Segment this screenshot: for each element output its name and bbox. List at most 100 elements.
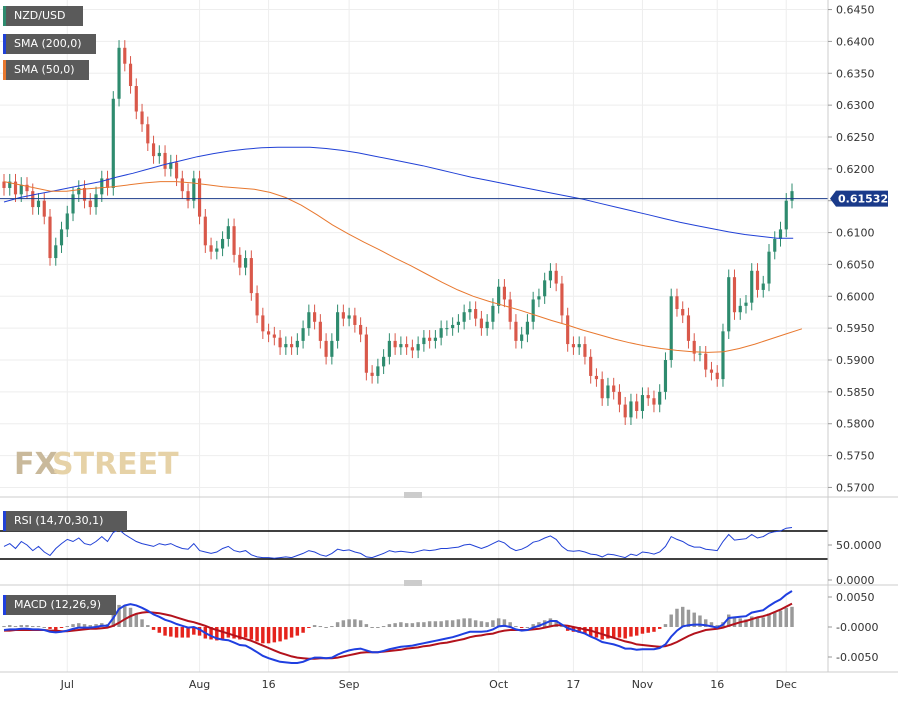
macd-histogram-bar — [82, 624, 87, 627]
candle-body — [261, 315, 265, 332]
candle-body — [428, 337, 432, 341]
macd-badge[interactable]: MACD (12,26,9) — [3, 595, 116, 615]
macd-histogram-bar — [284, 627, 288, 640]
price-tick-label: 0.6250 — [836, 131, 875, 144]
candle-body — [330, 340, 334, 357]
candle-body — [669, 296, 673, 361]
macd-histogram-bar — [243, 627, 248, 638]
price-tick-label: 0.5750 — [836, 450, 875, 463]
macd-histogram-bar — [577, 627, 581, 633]
macd-histogram-bar — [698, 615, 702, 627]
candle-body — [629, 401, 633, 418]
macd-histogram-bar — [502, 619, 507, 627]
candle-body — [491, 305, 495, 322]
candle-body — [548, 270, 553, 281]
price-tick-label: 0.6100 — [836, 227, 875, 240]
macd-histogram-bar — [456, 619, 461, 627]
time-tick-label: Jul — [60, 678, 74, 691]
macd-histogram-bar — [19, 625, 23, 627]
fxstreet-watermark: FX STREET — [14, 447, 179, 482]
candle-body — [341, 312, 345, 319]
sma200-swatch — [3, 34, 6, 54]
macd-histogram-bar — [295, 627, 300, 636]
macd-histogram-bar — [675, 608, 679, 627]
macd-histogram-bar — [197, 627, 202, 636]
pair-label: NZD/USD — [14, 9, 66, 22]
macd-histogram-bar — [462, 618, 466, 627]
candle-body — [249, 258, 253, 294]
macd-histogram-bar — [629, 627, 633, 637]
price-tick-label: 0.5800 — [836, 418, 875, 431]
sma50-swatch — [3, 60, 6, 80]
pair-badge[interactable]: NZD/USD — [3, 6, 83, 26]
sma200-badge[interactable]: SMA (200,0) — [3, 34, 96, 54]
macd-histogram-bar — [393, 623, 397, 627]
candle-body — [180, 178, 184, 192]
macd-histogram-bar — [450, 620, 455, 627]
macd-histogram-bar — [657, 627, 662, 629]
macd-histogram-bar — [680, 606, 685, 627]
candle-body — [100, 178, 104, 195]
macd-histogram-bar — [767, 613, 771, 627]
candle-body — [134, 86, 138, 112]
macd-histogram-bar — [2, 626, 6, 628]
macd-histogram-bar — [560, 626, 564, 628]
sma50-badge[interactable]: SMA (50,0) — [3, 60, 89, 80]
macd-histogram-bar — [111, 614, 116, 627]
rsi-label: RSI (14,70,30,1) — [14, 514, 104, 527]
macd-histogram-bar — [588, 627, 593, 637]
candle-body — [692, 340, 696, 354]
candle-body — [761, 283, 765, 290]
macd-histogram-bar — [117, 604, 121, 627]
macd-histogram-bar — [174, 627, 179, 638]
candle-body — [462, 312, 466, 322]
rsi-panel — [0, 527, 828, 560]
candle-body — [600, 379, 604, 399]
macd-histogram-bar — [48, 627, 52, 629]
macd-histogram-bar — [686, 609, 691, 627]
candle-body — [520, 334, 524, 341]
candle-body — [146, 124, 150, 144]
rsi-badge[interactable]: RSI (14,70,30,1) — [3, 511, 127, 531]
candle-body — [433, 337, 437, 341]
candle-body — [19, 184, 23, 195]
candle-body — [82, 187, 87, 201]
candle-body — [617, 391, 622, 405]
macd-histogram-bar — [750, 616, 754, 627]
candle-body — [560, 283, 564, 316]
candle-body — [111, 98, 115, 188]
macd-histogram-bar — [59, 627, 64, 628]
macd-histogram-bar — [8, 625, 12, 627]
candle-body — [537, 296, 541, 300]
candle-body — [370, 372, 374, 376]
candle-body — [359, 324, 363, 335]
candle-body — [238, 254, 242, 268]
candle-body — [451, 324, 455, 329]
macd-histogram-bar — [301, 627, 305, 633]
macd-histogram-bar — [404, 623, 409, 627]
candle-body — [474, 309, 478, 319]
candle-body — [209, 245, 213, 252]
macd-histogram-bar — [732, 616, 737, 627]
candle-body — [543, 280, 547, 297]
price-tick-label: 0.5700 — [836, 481, 875, 494]
candle-body — [203, 216, 207, 246]
macd-histogram-bar — [634, 627, 639, 636]
macd-histogram-bar — [778, 610, 783, 627]
macd-histogram-bar — [278, 627, 282, 642]
rsi-tick-label: 0.0000 — [836, 574, 875, 587]
macd-histogram-bar — [370, 627, 374, 628]
candle-body — [606, 385, 610, 399]
candle-body — [347, 315, 351, 319]
candle-body — [2, 181, 6, 188]
candle-body — [220, 238, 225, 249]
macd-histogram-bar — [151, 627, 156, 630]
macd-histogram-bar — [709, 622, 714, 627]
candle-body — [663, 360, 668, 392]
candle-body — [422, 337, 426, 345]
macd-histogram-bar — [646, 627, 650, 633]
macd-histogram-bar — [640, 627, 645, 634]
